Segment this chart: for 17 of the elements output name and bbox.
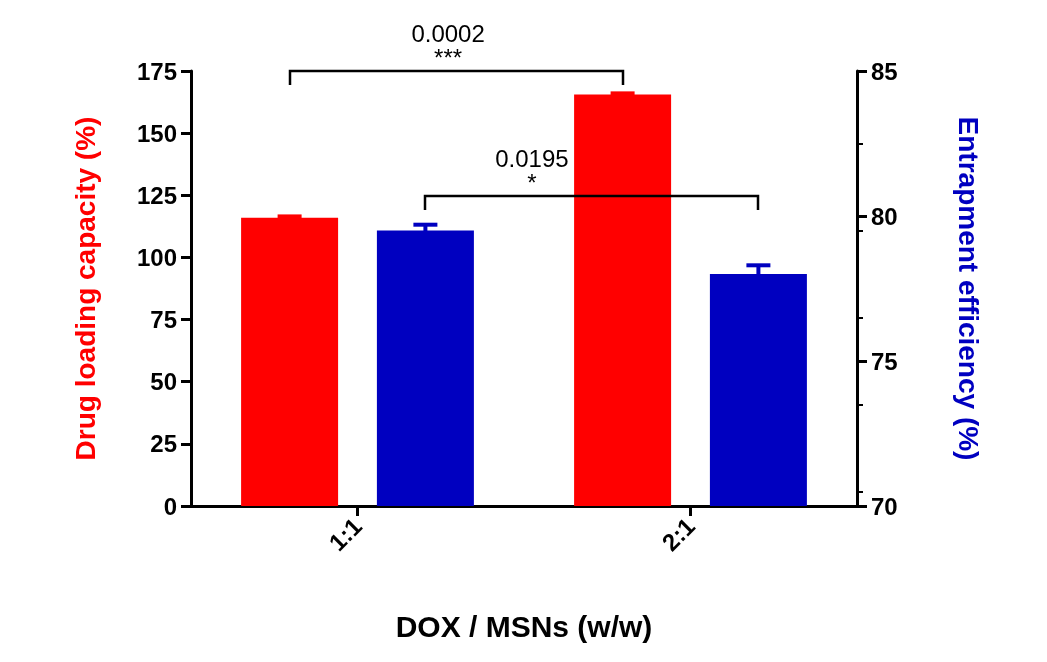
- x-axis-title: DOX / MSNs (w/w): [395, 609, 653, 643]
- x-tick-label: 2:1: [656, 512, 701, 557]
- y2-tick-label: 80: [871, 202, 898, 230]
- y2-tick-label: 75: [871, 347, 898, 375]
- y-tick-label: 25: [150, 430, 177, 458]
- y-tick-label: 175: [136, 57, 177, 85]
- y-tick-label: 150: [136, 119, 177, 147]
- y2-tick-label: 70: [871, 492, 898, 520]
- y-tick-label: 0: [163, 492, 177, 520]
- y2-tick-label: 85: [871, 57, 898, 85]
- y-tick-label: 125: [136, 181, 177, 209]
- y-axis-title: Drug loading capacity (%): [69, 116, 101, 461]
- y2-axis-title: Entrapment efficiency (%): [952, 116, 984, 461]
- y-tick-label: 50: [150, 368, 177, 396]
- y-tick-label: 75: [150, 306, 177, 334]
- x-tick-label: 1:1: [323, 512, 368, 557]
- y-tick-label: 100: [136, 243, 177, 271]
